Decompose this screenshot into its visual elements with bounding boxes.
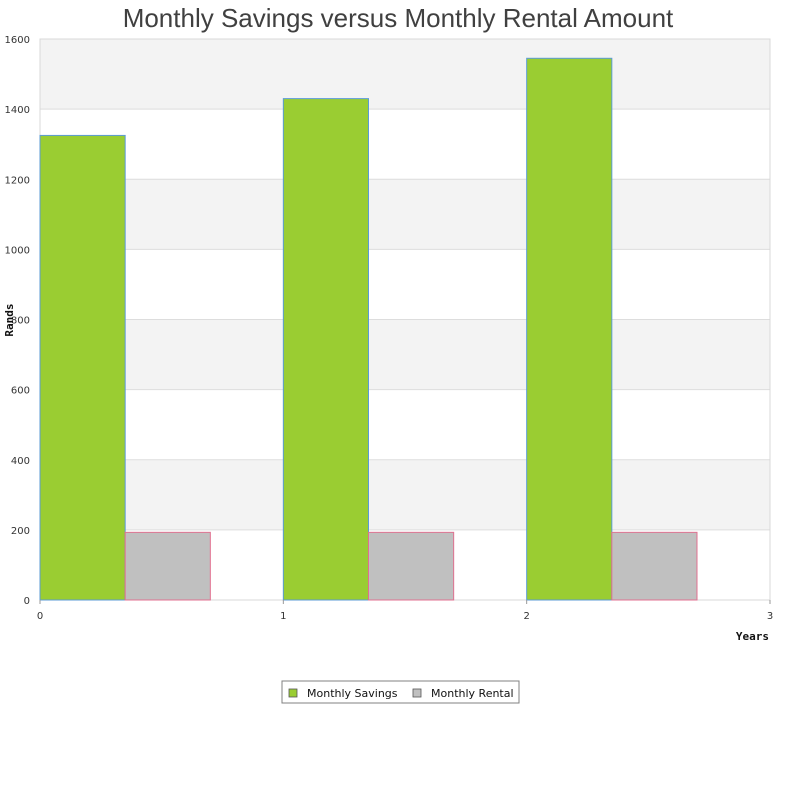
y-axis-ticks: 0 200 400 600 800 1000 1200 1400 1600 [5, 35, 30, 607]
chart-title: Monthly Savings versus Monthly Rental Am… [123, 3, 674, 33]
bar-monthly-savings-2 [526, 57, 613, 601]
legend-swatch-monthly-savings [288, 688, 298, 698]
bar-monthly-rental-0 [124, 531, 211, 601]
grid-band [40, 39, 770, 110]
x-tick-label: 3 [767, 611, 773, 622]
bar-monthly-rental-1 [368, 531, 455, 601]
legend: Monthly Savings Monthly Rental [281, 680, 520, 704]
y-tick-label: 200 [11, 526, 30, 537]
grid-band [40, 389, 770, 460]
y-tick-label: 1000 [5, 245, 30, 256]
bar-monthly-savings-1 [282, 98, 370, 601]
y-tick-label: 400 [11, 456, 30, 467]
y-tick-label: 0 [24, 596, 30, 607]
legend-label-monthly-rental: Monthly Rental [431, 687, 514, 700]
grid-band [40, 179, 770, 250]
x-axis-ticks: 0 1 2 3 [37, 600, 773, 622]
y-axis-label: Rands [3, 303, 16, 336]
plot-background [39, 38, 771, 601]
legend-label-monthly-savings: Monthly Savings [307, 687, 398, 700]
grid-band [40, 319, 770, 390]
x-tick-label: 2 [523, 611, 529, 622]
y-tick-label: 1200 [5, 175, 30, 186]
y-tick-label: 1400 [5, 105, 30, 116]
x-tick-label: 0 [37, 611, 43, 622]
bar-monthly-rental-2 [611, 531, 698, 601]
grid-band [40, 249, 770, 320]
y-tick-label: 800 [11, 316, 30, 327]
y-tick-label: 600 [11, 386, 30, 397]
x-axis-label: Years [736, 630, 769, 643]
legend-box [281, 680, 520, 704]
grid-band [40, 459, 770, 530]
x-tick-label: 1 [280, 611, 286, 622]
y-tick-label: 1600 [5, 35, 30, 46]
legend-swatch-monthly-rental [412, 688, 422, 698]
bar-monthly-savings-0 [39, 134, 126, 601]
grid-band [40, 109, 770, 180]
bars-group [39, 57, 698, 601]
